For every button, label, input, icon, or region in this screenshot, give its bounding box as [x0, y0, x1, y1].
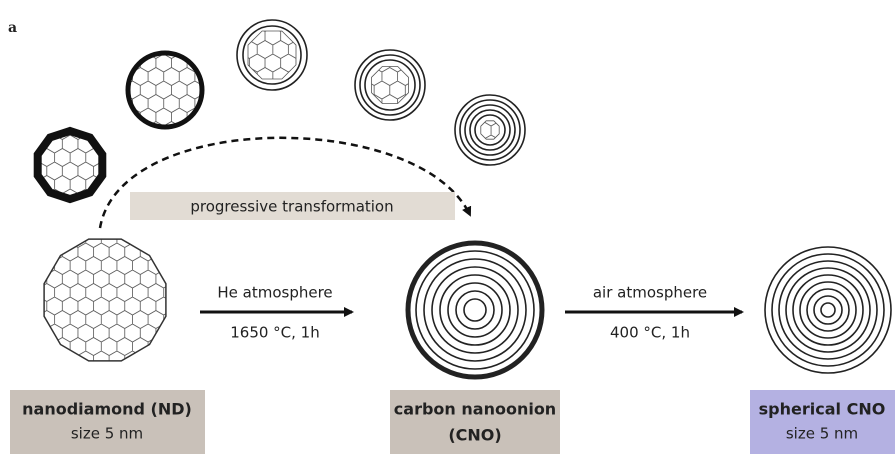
box-title: carbon nanoonion [394, 400, 556, 419]
step-label: 1650 °C, 1h [230, 324, 320, 342]
box-title: nanodiamond (ND) [22, 400, 192, 419]
particle [364, 59, 416, 111]
particle [33, 126, 107, 204]
nanodiamond [43, 238, 167, 362]
dashed-arc [98, 136, 472, 229]
box-title: spherical CNO [759, 400, 886, 419]
carbon-nanoonion [455, 290, 495, 330]
carbon-nanoonion [423, 258, 527, 362]
spherical-cno [785, 267, 871, 353]
particle [125, 50, 205, 130]
carbon-nanoonion [439, 274, 511, 346]
box [390, 390, 560, 454]
particle [236, 19, 308, 91]
particle-core [371, 66, 409, 104]
carbon-nanoonion [463, 298, 487, 322]
particle [474, 114, 506, 146]
step-label: air atmosphere [593, 284, 707, 302]
particle-core [480, 120, 500, 140]
spherical-cno [792, 274, 864, 346]
particle [469, 109, 511, 151]
carbon-nanoonion [405, 240, 545, 380]
particle [359, 54, 421, 116]
transformation-label: progressive transformation [190, 198, 393, 216]
particle-core [247, 30, 297, 80]
step-label: He atmosphere [217, 284, 332, 302]
particle [464, 104, 516, 156]
box-subtitle: size 5 nm [71, 425, 143, 443]
particle [454, 94, 526, 166]
particle [354, 49, 426, 121]
spherical-cno [771, 253, 885, 367]
particle [242, 25, 302, 85]
spherical-cno [806, 288, 850, 332]
box-subtitle: (CNO) [448, 426, 501, 445]
carbon-nanoonion [431, 266, 519, 354]
spherical-cno [764, 246, 892, 374]
shapes [33, 19, 892, 380]
carbon-nanoonion [415, 250, 535, 370]
transformation-bar [130, 192, 455, 220]
panel-label: a [8, 20, 17, 36]
spherical-cno [799, 281, 857, 339]
box [750, 390, 895, 454]
box [10, 390, 205, 454]
spherical-cno [820, 302, 836, 318]
particle [459, 99, 521, 161]
carbon-nanoonion [447, 282, 503, 338]
box-subtitle: size 5 nm [786, 425, 858, 443]
spherical-cno [813, 295, 843, 325]
spherical-cno [778, 260, 878, 360]
step-label: 400 °C, 1h [610, 324, 690, 342]
